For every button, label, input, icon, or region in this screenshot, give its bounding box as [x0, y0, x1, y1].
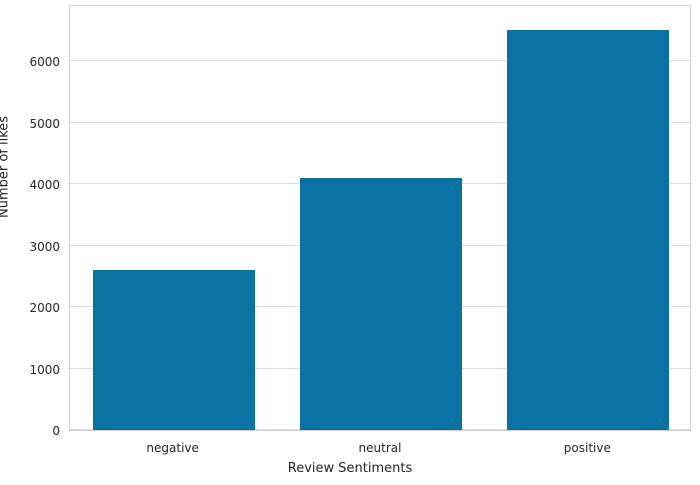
x-tick-label-negative: negative [146, 441, 199, 455]
y-tick-label: 2000 [29, 301, 60, 316]
plot-area [69, 5, 691, 431]
x-tick-label-neutral: neutral [358, 441, 402, 455]
bar-positive [507, 29, 670, 430]
y-tick-label: 1000 [29, 362, 60, 377]
y-tick-label: 5000 [29, 116, 60, 131]
bar-neutral [300, 177, 462, 430]
y-axis-label: Number of likes [0, 115, 12, 218]
y-gridline [70, 60, 690, 62]
y-tick-label: 3000 [29, 239, 60, 254]
y-tick-label: 4000 [29, 178, 60, 193]
y-tick-label: 0 [52, 424, 60, 438]
bar-negative [92, 269, 255, 430]
x-axis-label: Review Sentiments [287, 461, 413, 476]
y-tick-label: 6000 [29, 55, 60, 70]
y-gridline [70, 121, 690, 123]
x-tick-label-positive: positive [563, 441, 611, 455]
